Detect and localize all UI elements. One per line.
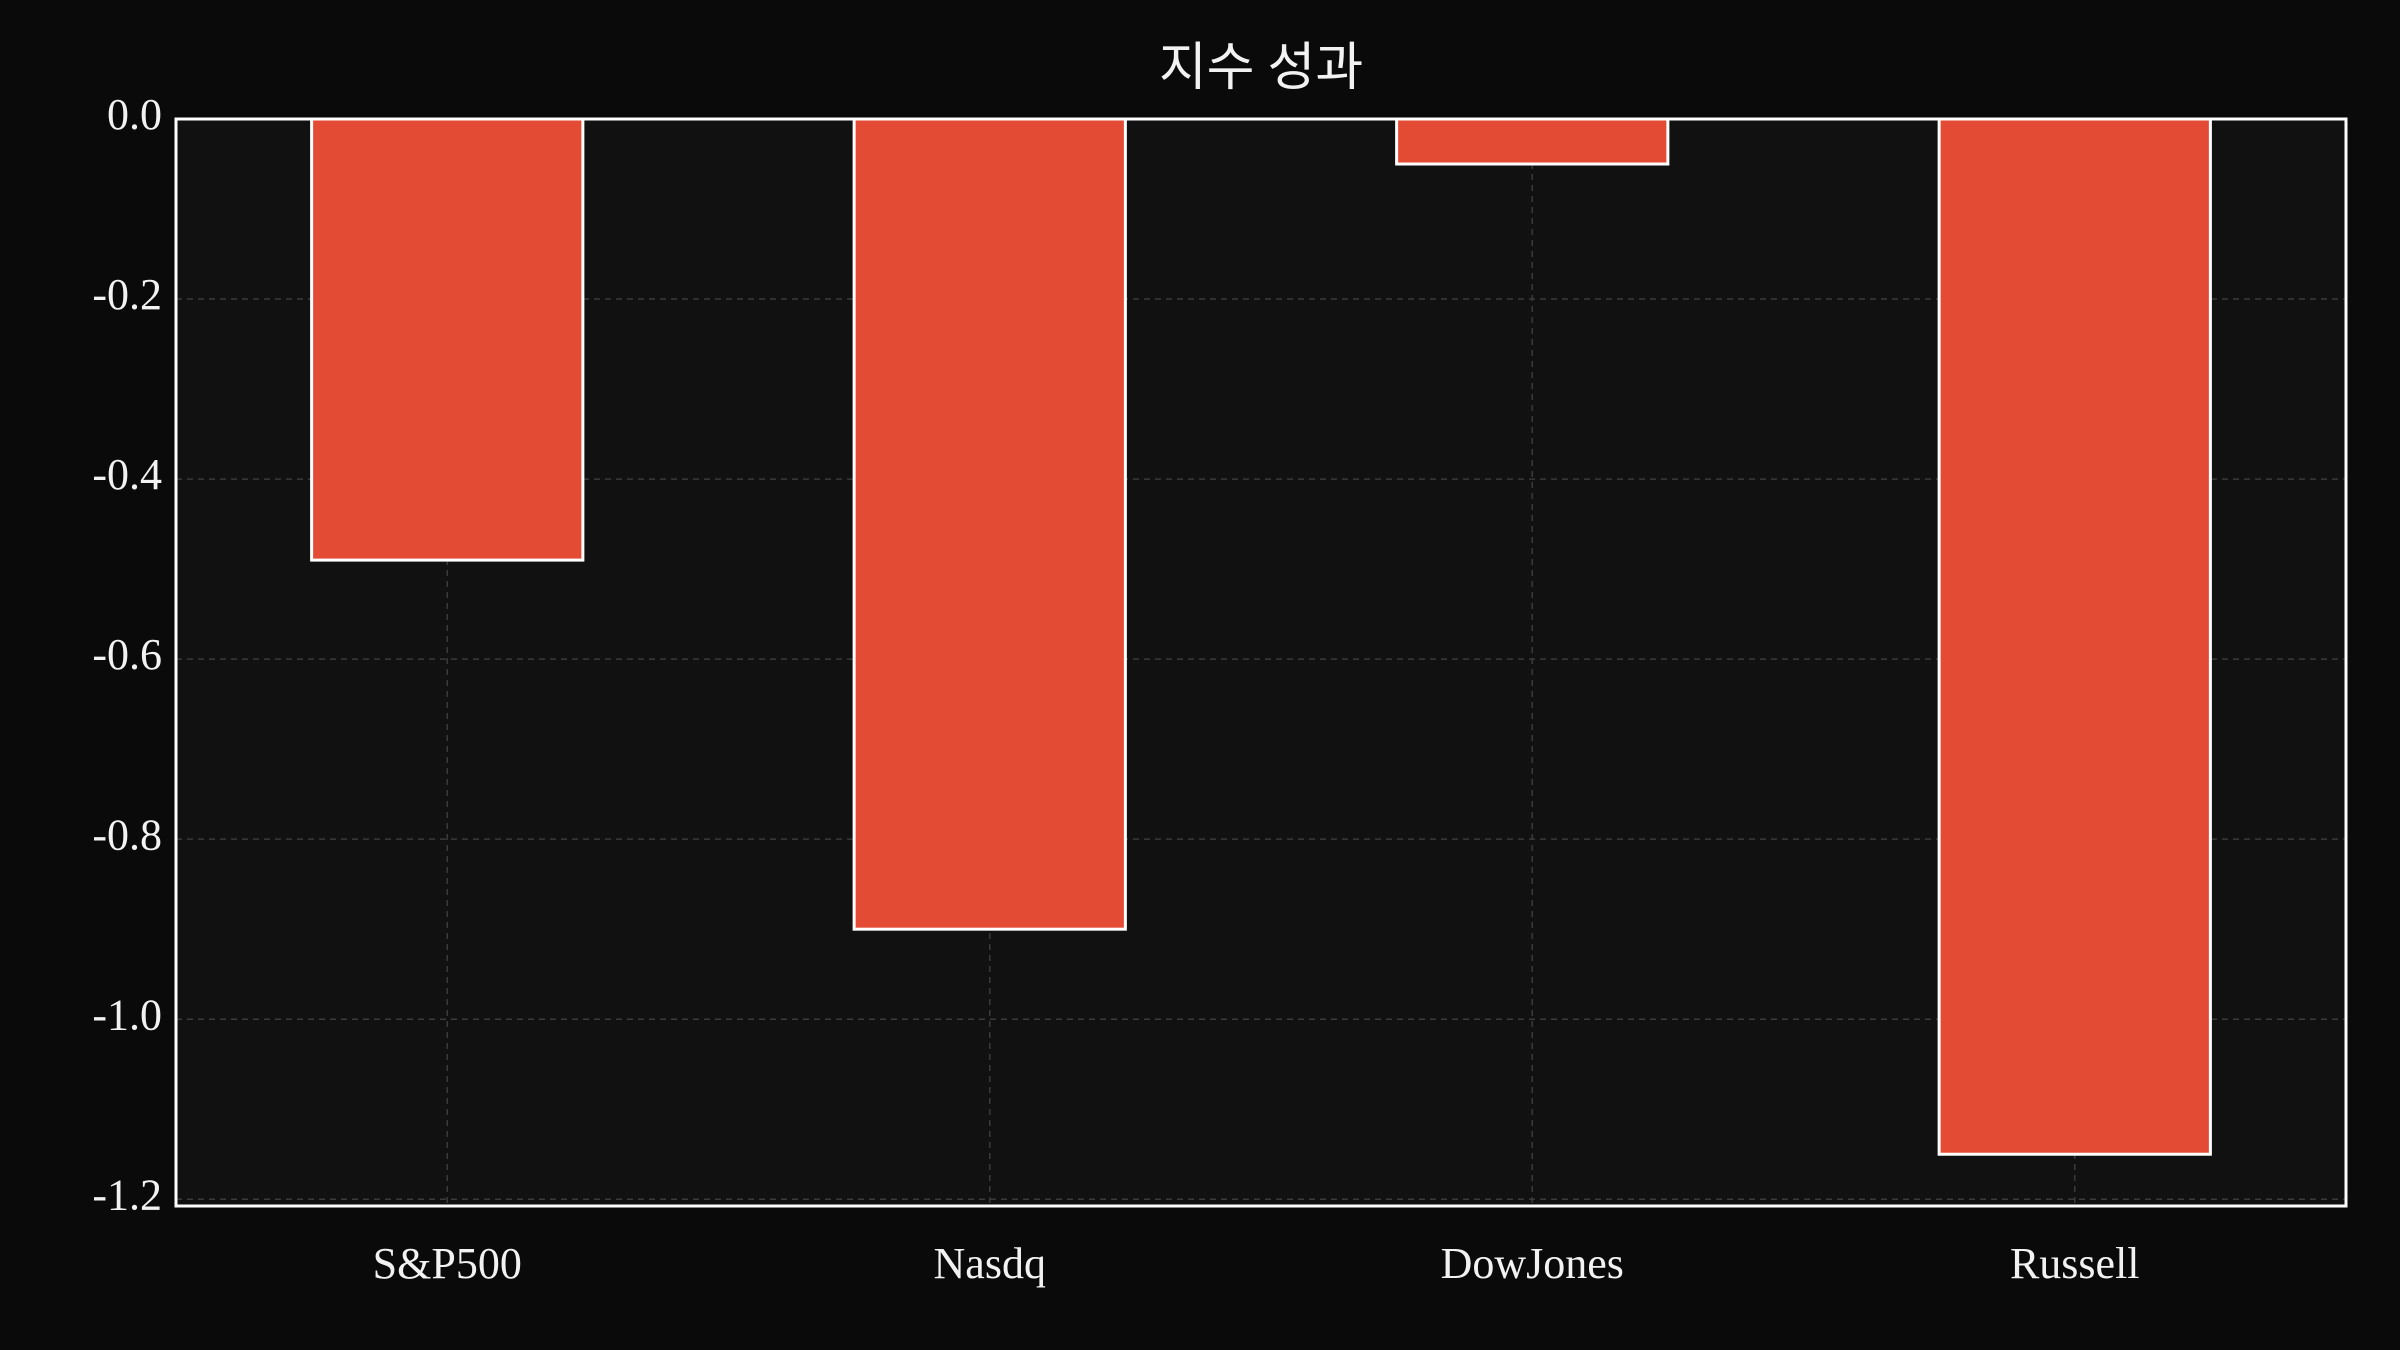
bar	[1937, 117, 2212, 1156]
bar	[852, 117, 1127, 931]
plot-frame	[174, 117, 2348, 1208]
y-tick-label: -0.6	[92, 630, 162, 679]
x-tick-label: Nasdq	[934, 1239, 1046, 1288]
chart-title: 지수 성과	[1159, 40, 1363, 97]
x-tick-label: DowJones	[1441, 1239, 1624, 1288]
y-tick-label: -0.2	[92, 270, 162, 319]
bar	[310, 117, 585, 562]
y-tick-label: -1.0	[92, 990, 162, 1039]
y-tick-label: -0.4	[92, 450, 162, 499]
x-tick-label: Russell	[2010, 1239, 2140, 1288]
bar	[1395, 117, 1670, 166]
y-tick-label: 0.0	[107, 90, 162, 139]
y-tick-label: -1.2	[92, 1170, 162, 1219]
y-tick-label: -0.8	[92, 810, 162, 859]
x-tick-label: S&P500	[373, 1239, 522, 1288]
